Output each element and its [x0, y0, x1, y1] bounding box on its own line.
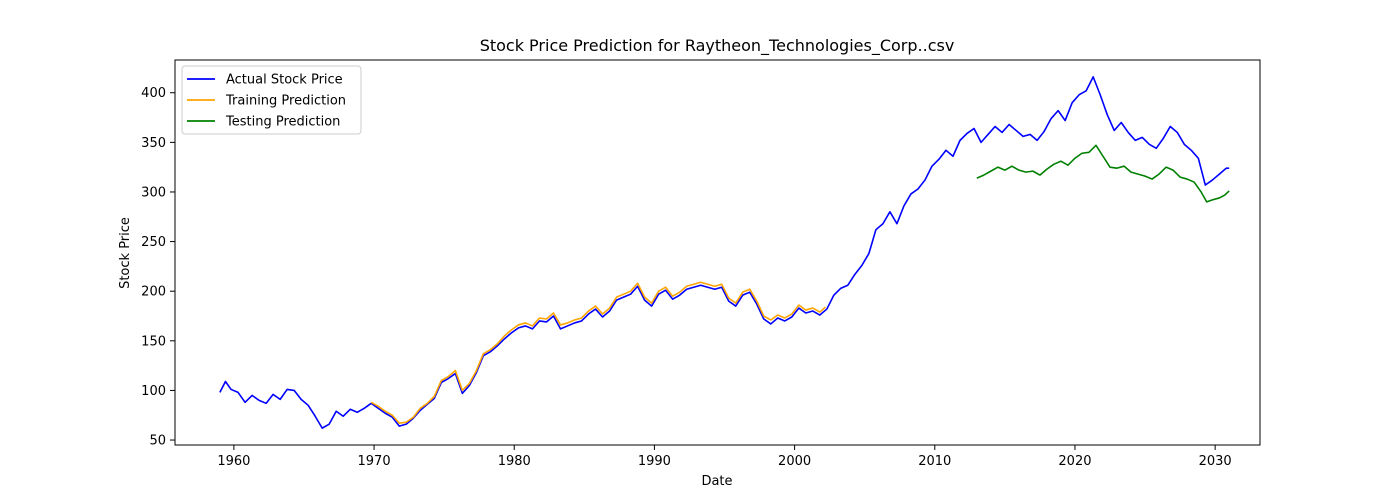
axes-frame: [174, 59, 1261, 446]
y-tick-label: 400: [141, 86, 166, 101]
series-lines: [219, 76, 1230, 429]
y-tick-label: 350: [141, 136, 166, 151]
x-tick-label: 1990: [638, 454, 671, 469]
legend-label-1: Actual Stock Price: [226, 73, 343, 88]
chart-title: Stock Price Prediction for Raytheon_Tech…: [480, 36, 955, 56]
x-axis-ticks: 1960 1970 1980 1990 2000 2010 2020 2030: [217, 445, 1232, 469]
y-tick-label: 50: [149, 434, 166, 449]
legend: Actual Stock Price Training Prediction Tes…: [181, 65, 362, 135]
series-line-3: [976, 144, 1230, 203]
y-tick-label: 100: [141, 384, 166, 399]
y-tick-label: 250: [141, 235, 166, 250]
x-axis-label: Date: [701, 474, 732, 489]
y-tick-label: 200: [141, 285, 166, 300]
x-tick-label: 1970: [358, 454, 391, 469]
legend-label-2: Training Prediction: [225, 94, 346, 109]
x-tick-label: 2010: [918, 454, 951, 469]
x-tick-label: 1960: [217, 454, 250, 469]
y-tick-label: 150: [141, 334, 166, 349]
series-line-2: [370, 281, 826, 424]
plot-area: 1960 1970 1980 1990 2000 2010 2020 2030 50 100 15…: [141, 59, 1261, 469]
legend-box: [181, 65, 362, 135]
x-tick-label: 2030: [1199, 454, 1232, 469]
x-tick-label: 2020: [1058, 454, 1091, 469]
x-tick-label: 2000: [778, 454, 811, 469]
y-axis-label: Stock Price: [118, 217, 133, 289]
y-axis-ticks: 50 100 150 200 250 300 350 400: [141, 86, 175, 449]
legend-label-3: Testing Prediction: [225, 115, 340, 130]
y-tick-label: 300: [141, 185, 166, 200]
series-line-1: [219, 76, 1230, 429]
x-tick-label: 1980: [498, 454, 531, 469]
